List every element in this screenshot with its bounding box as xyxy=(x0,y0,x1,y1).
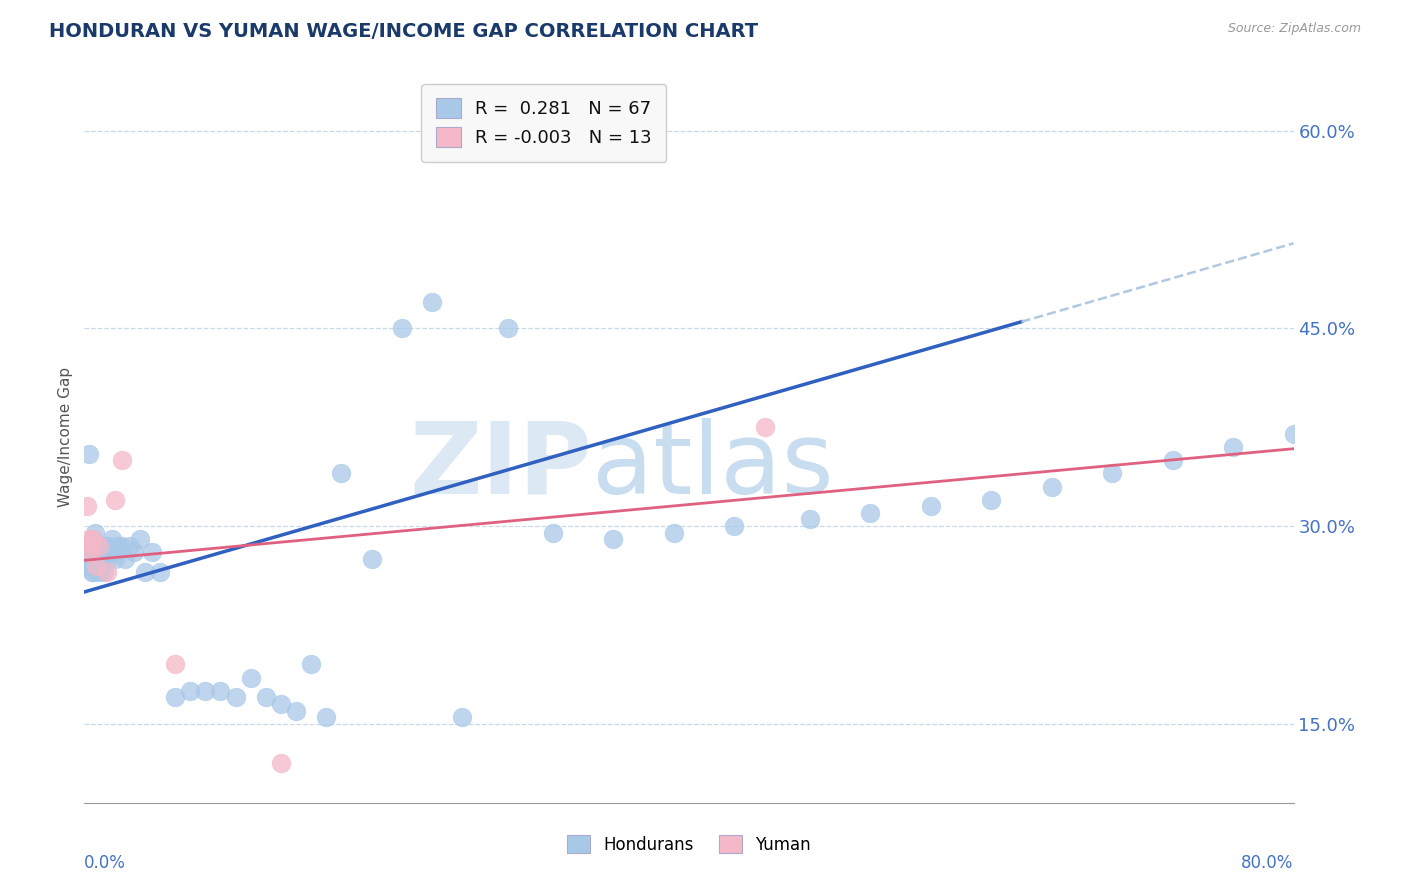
Point xyxy=(89,539,111,553)
Point xyxy=(94,539,117,553)
Text: Source: ZipAtlas.com: Source: ZipAtlas.com xyxy=(1227,22,1361,36)
Point xyxy=(79,539,101,553)
Point xyxy=(84,558,107,573)
Point xyxy=(75,558,97,573)
Point xyxy=(86,539,108,553)
Point xyxy=(101,545,124,559)
Point xyxy=(87,552,110,566)
Point xyxy=(76,539,98,553)
Point xyxy=(225,690,247,705)
Point xyxy=(194,683,217,698)
Point xyxy=(76,500,98,514)
Point xyxy=(209,683,232,698)
Point xyxy=(1040,479,1063,493)
Point xyxy=(82,533,104,547)
Point xyxy=(122,545,145,559)
Point xyxy=(391,321,413,335)
Point xyxy=(149,565,172,579)
Point xyxy=(98,545,121,559)
Point xyxy=(79,545,101,559)
Point xyxy=(270,697,292,711)
Point xyxy=(420,295,443,310)
Point xyxy=(111,539,134,553)
Point xyxy=(80,545,103,559)
Point xyxy=(451,710,474,724)
Text: ZIP: ZIP xyxy=(409,417,592,515)
Point xyxy=(315,710,337,724)
Point xyxy=(1282,426,1305,441)
Point xyxy=(89,565,111,579)
Point xyxy=(86,552,108,566)
Text: 0.0%: 0.0% xyxy=(84,854,127,872)
Point xyxy=(141,545,163,559)
Point xyxy=(104,552,127,566)
Point xyxy=(91,558,114,573)
Point xyxy=(77,446,100,460)
Point xyxy=(859,506,882,520)
Point xyxy=(77,552,100,566)
Y-axis label: Wage/Income Gap: Wage/Income Gap xyxy=(58,367,73,508)
Point xyxy=(270,756,292,771)
Point xyxy=(299,657,322,672)
Point xyxy=(96,565,118,579)
Point xyxy=(129,533,152,547)
Point xyxy=(134,565,156,579)
Point xyxy=(96,552,118,566)
Point xyxy=(920,500,942,514)
Point xyxy=(93,565,115,579)
Point xyxy=(76,552,98,566)
Point xyxy=(541,525,564,540)
Point xyxy=(254,690,277,705)
Point xyxy=(179,683,201,698)
Point xyxy=(754,420,776,434)
Point xyxy=(799,512,821,526)
Point xyxy=(496,321,519,335)
Point xyxy=(84,525,107,540)
Point xyxy=(360,552,382,566)
Point xyxy=(285,704,308,718)
Point xyxy=(80,539,103,553)
Point xyxy=(114,552,136,566)
Point xyxy=(100,533,122,547)
Point xyxy=(90,552,112,566)
Point xyxy=(602,533,624,547)
Point xyxy=(118,539,141,553)
Point xyxy=(104,492,127,507)
Point xyxy=(980,492,1002,507)
Point xyxy=(89,545,111,559)
Text: 80.0%: 80.0% xyxy=(1241,854,1294,872)
Point xyxy=(1101,467,1123,481)
Point xyxy=(86,558,108,573)
Point xyxy=(165,690,187,705)
Point xyxy=(82,533,104,547)
Point xyxy=(662,525,685,540)
Point xyxy=(165,657,187,672)
Text: HONDURAN VS YUMAN WAGE/INCOME GAP CORRELATION CHART: HONDURAN VS YUMAN WAGE/INCOME GAP CORREL… xyxy=(49,22,758,41)
Point xyxy=(1161,453,1184,467)
Point xyxy=(97,539,120,553)
Point xyxy=(80,565,103,579)
Point xyxy=(107,539,129,553)
Point xyxy=(330,467,353,481)
Legend: Hondurans, Yuman: Hondurans, Yuman xyxy=(560,829,818,860)
Point xyxy=(111,453,134,467)
Point xyxy=(79,558,101,573)
Point xyxy=(77,533,100,547)
Point xyxy=(1222,440,1244,454)
Point xyxy=(723,519,745,533)
Point xyxy=(82,565,104,579)
Text: atlas: atlas xyxy=(592,417,834,515)
Point xyxy=(239,671,262,685)
